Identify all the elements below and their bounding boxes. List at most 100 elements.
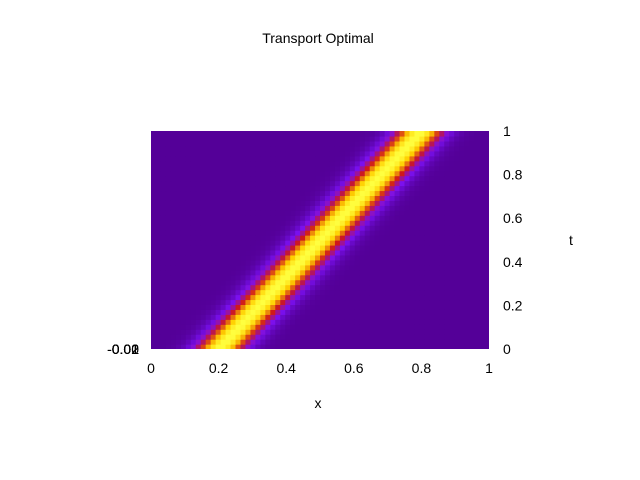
heatmap-cell bbox=[359, 190, 366, 196]
heatmap-cell bbox=[404, 240, 411, 246]
heatmap-cell bbox=[469, 195, 475, 201]
heatmap-cell bbox=[240, 344, 247, 349]
heatmap-cell bbox=[449, 240, 455, 246]
heatmap-cell bbox=[364, 264, 371, 271]
heatmap-cell bbox=[324, 155, 331, 162]
heatmap-cell bbox=[439, 131, 445, 137]
heatmap-cell bbox=[195, 160, 202, 167]
heatmap-cell bbox=[240, 324, 247, 330]
heatmap-cell bbox=[439, 225, 445, 231]
heatmap-cell bbox=[384, 215, 391, 221]
heatmap-cell bbox=[374, 220, 381, 226]
heatmap-cell bbox=[484, 185, 489, 192]
heatmap-cell bbox=[454, 274, 460, 281]
heatmap-cell bbox=[479, 145, 485, 152]
heatmap-cell bbox=[275, 225, 281, 231]
heatmap-cell bbox=[364, 185, 371, 192]
heatmap-cell bbox=[439, 329, 445, 335]
heatmap-cell bbox=[175, 131, 182, 137]
heatmap-cell bbox=[404, 294, 411, 301]
heatmap-cell bbox=[329, 235, 336, 241]
heatmap-cell bbox=[205, 210, 212, 216]
heatmap-cell bbox=[479, 150, 485, 157]
heatmap-cell bbox=[334, 240, 341, 246]
heatmap-cell bbox=[210, 314, 217, 320]
heatmap-cell bbox=[349, 230, 356, 236]
heatmap-cell bbox=[175, 249, 182, 256]
heatmap-cell bbox=[339, 339, 346, 345]
heatmap-cell bbox=[265, 131, 271, 137]
heatmap-cell bbox=[359, 284, 366, 291]
heatmap-cell bbox=[260, 225, 266, 231]
heatmap-cell bbox=[155, 220, 162, 226]
heatmap-cell bbox=[449, 319, 455, 325]
heatmap-cell bbox=[190, 294, 197, 301]
heatmap-cell bbox=[265, 195, 271, 201]
heatmap-cell bbox=[349, 249, 356, 256]
heatmap-cell bbox=[245, 190, 252, 196]
heatmap-cell bbox=[419, 324, 425, 330]
heatmap-cell bbox=[280, 165, 286, 172]
heatmap-cell bbox=[384, 254, 391, 261]
heatmap-cell bbox=[320, 165, 326, 172]
heatmap-cell bbox=[180, 319, 187, 325]
heatmap-cell bbox=[454, 319, 460, 325]
heatmap-cell bbox=[479, 324, 485, 330]
heatmap-cell bbox=[305, 294, 311, 301]
heatmap-cell bbox=[265, 175, 271, 182]
heatmap-cell bbox=[429, 155, 435, 162]
heatmap-cell bbox=[469, 240, 475, 246]
heatmap-cell bbox=[364, 220, 371, 226]
heatmap-cell bbox=[454, 175, 460, 182]
heatmap-cell bbox=[250, 329, 256, 335]
heatmap-cell bbox=[190, 180, 197, 187]
heatmap-cell bbox=[170, 195, 177, 201]
heatmap-cell bbox=[359, 334, 366, 340]
heatmap-cell bbox=[151, 244, 157, 251]
heatmap-cell bbox=[260, 309, 266, 315]
heatmap-cell bbox=[364, 215, 371, 221]
heatmap-cell bbox=[404, 230, 411, 236]
heatmap-cell bbox=[459, 314, 465, 320]
heatmap-cell bbox=[185, 334, 192, 340]
heatmap-cell bbox=[235, 319, 242, 325]
heatmap-cell bbox=[349, 180, 356, 187]
heatmap-cell bbox=[151, 240, 157, 246]
heatmap-cell bbox=[265, 185, 271, 192]
heatmap-cell bbox=[449, 279, 455, 286]
heatmap-cell bbox=[334, 314, 341, 320]
heatmap-cell bbox=[454, 249, 460, 256]
heatmap-cell bbox=[315, 279, 321, 286]
heatmap-cell bbox=[464, 145, 470, 152]
heatmap-cell bbox=[379, 314, 386, 320]
heatmap-cell bbox=[474, 140, 480, 147]
heatmap-cell bbox=[429, 210, 435, 216]
heatmap-cell bbox=[339, 225, 346, 231]
heatmap-cell bbox=[374, 314, 381, 320]
heatmap-cell bbox=[170, 140, 177, 147]
heatmap-cell bbox=[255, 294, 261, 301]
heatmap-cell bbox=[155, 319, 162, 325]
heatmap-cell bbox=[205, 180, 212, 187]
heatmap-cell bbox=[479, 309, 485, 315]
heatmap-cell bbox=[285, 279, 291, 286]
heatmap-cell bbox=[151, 200, 157, 206]
heatmap-cell bbox=[265, 274, 271, 281]
heatmap-cell bbox=[245, 304, 252, 310]
heatmap-cell bbox=[434, 175, 440, 182]
heatmap-cell bbox=[205, 160, 212, 167]
heatmap-cell bbox=[389, 205, 396, 211]
heatmap-cell bbox=[245, 344, 252, 349]
heatmap-cell bbox=[300, 140, 306, 147]
heatmap-cell bbox=[165, 274, 172, 281]
heatmap-cell bbox=[215, 254, 222, 261]
heatmap-cell bbox=[295, 259, 301, 266]
heatmap-cell bbox=[255, 334, 261, 340]
heatmap-cell bbox=[379, 165, 386, 172]
heatmap-cell bbox=[449, 324, 455, 330]
heatmap-cell bbox=[190, 254, 197, 261]
heatmap-cell bbox=[230, 180, 237, 187]
heatmap-cell bbox=[225, 160, 232, 167]
heatmap-cell bbox=[300, 225, 306, 231]
heatmap-cell bbox=[155, 259, 162, 266]
